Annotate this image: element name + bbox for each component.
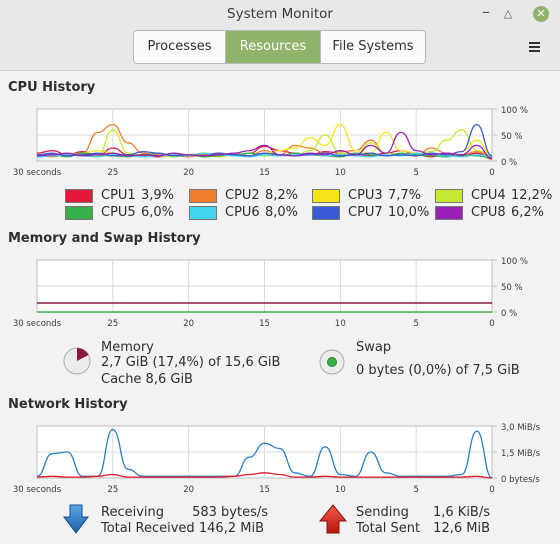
cpu-x-tick-label: 20 (183, 168, 194, 178)
tab-processes[interactable]: Processes (134, 31, 226, 63)
cpu-x-tick-label: 25 (107, 168, 118, 178)
receiving-label: Receiving (101, 505, 165, 520)
memory-y-tick-label: 100 % (501, 257, 528, 267)
cpu-legend-value-3: 7,7% (388, 188, 422, 203)
tab-file-systems[interactable]: File Systems (332, 39, 414, 54)
cpu-legend-value-2: 8,2% (265, 188, 299, 203)
total-sent-label: Total Sent (356, 521, 421, 536)
menu-icon[interactable] (524, 40, 544, 58)
cpu-legend-name-1: CPU1 (101, 188, 136, 203)
title-bar: System Monitor – △ ✕ (0, 0, 560, 28)
receiving-value: 583 bytes/s (192, 505, 268, 520)
network-y-tick-label: 1,5 MiB/s (501, 449, 541, 459)
network-history-graph: 3,0 MiB/s 1,5 MiB/s 0 bytes/s 30 seconds 25 2… (13, 423, 541, 495)
sending-arrow-icon[interactable] (318, 503, 348, 535)
cpu-legend-value-6: 8,0% (265, 205, 299, 220)
cpu-x-tick-label: 10 (335, 168, 346, 178)
header-bar: Processes Resources File Systems (0, 28, 560, 71)
memory-x-tick-label: 20 (183, 319, 194, 329)
memory-x-tick-label: 5 (413, 319, 418, 329)
cpu-color-swatch-7[interactable] (312, 206, 340, 220)
maximize-icon[interactable]: △ (503, 7, 513, 20)
cpu-color-swatch-1[interactable] (65, 189, 93, 203)
cpu-legend-value-1: 3,9% (141, 188, 175, 203)
cpu-y-tick-label: 100 % (501, 106, 528, 116)
memory-label: Memory (101, 340, 154, 355)
network-y-tick-label: 0 bytes/s (501, 475, 540, 485)
sending-value: 1,6 KiB/s (432, 505, 490, 520)
memory-y-tick-label: 0 % (501, 309, 517, 319)
memory-cache: Cache 8,6 GiB (101, 372, 193, 387)
network-x-tick-label: 30 seconds (13, 485, 62, 495)
view-switcher: Processes Resources File Systems (133, 30, 426, 64)
memory-x-tick-label: 25 (107, 319, 118, 329)
cpu-legend-name-2: CPU2 (225, 188, 260, 203)
cpu-legend-name-7: CPU7 (348, 205, 383, 220)
memory-pie-slice (77, 348, 89, 361)
network-x-tick-label: 20 (183, 485, 194, 495)
memory-pie-icon[interactable] (62, 346, 92, 376)
cpu-color-swatch-4[interactable] (435, 189, 463, 203)
swap-usage: 0 bytes (0,0%) of 7,5 GiB (356, 363, 520, 378)
memory-x-tick-label: 10 (335, 319, 346, 329)
network-series-sending (36, 472, 493, 479)
total-sent-value: 12,6 MiB (433, 521, 490, 536)
cpu-color-swatch-6[interactable] (189, 206, 217, 220)
cpu-legend-name-3: CPU3 (348, 188, 383, 203)
cpu-legend-value-5: 6,0% (141, 205, 175, 220)
sending-label: Sending (356, 505, 409, 520)
total-received-value: 146,2 MiB (198, 521, 264, 536)
tab-resources[interactable]: Resources (226, 31, 321, 63)
network-history-title: Network History (8, 397, 128, 412)
window-title: System Monitor (227, 6, 333, 22)
memory-x-tick-label: 30 seconds (13, 319, 62, 329)
cpu-legend-name-8: CPU8 (471, 205, 506, 220)
memory-x-tick-label: 0 (489, 319, 494, 329)
memory-x-tick-label: 15 (259, 319, 270, 329)
receiving-arrow-icon[interactable] (62, 503, 90, 535)
cpu-series-cpu7 (36, 123, 493, 157)
cpu-y-tick-label: 0 % (501, 158, 517, 168)
cpu-legend-name-4: CPU4 (471, 188, 506, 203)
memory-swap-history-title: Memory and Swap History (8, 231, 201, 246)
cpu-series-cpu8 (36, 131, 493, 159)
memory-y-tick-label: 50 % (501, 283, 523, 293)
cpu-x-tick-label: 30 seconds (13, 168, 62, 178)
network-x-tick-label: 0 (489, 485, 494, 495)
network-y-tick-label: 3,0 MiB/s (501, 423, 541, 433)
network-x-tick-label: 5 (413, 485, 418, 495)
cpu-legend-value-8: 6,2% (511, 205, 545, 220)
cpu-legend-name-6: CPU6 (225, 205, 260, 220)
close-icon[interactable]: ✕ (533, 6, 549, 22)
cpu-color-swatch-5[interactable] (65, 206, 93, 220)
network-x-tick-label: 25 (107, 485, 118, 495)
network-x-tick-label: 10 (335, 485, 346, 495)
cpu-color-swatch-8[interactable] (435, 206, 463, 220)
cpu-x-tick-label: 0 (489, 168, 494, 178)
memory-swap-history-graph: 100 % 50 % 0 % 30 seconds 25 20 15 10 5 0 (13, 257, 528, 329)
swap-pie-icon[interactable] (318, 348, 346, 376)
cpu-legend-value-4: 12,2% (511, 188, 553, 203)
cpu-y-tick-label: 50 % (501, 132, 523, 142)
network-x-tick-label: 15 (259, 485, 270, 495)
cpu-history-title: CPU History (8, 80, 96, 95)
cpu-x-tick-label: 5 (413, 168, 418, 178)
total-received-label: Total Received (101, 521, 195, 536)
cpu-color-swatch-3[interactable] (312, 189, 340, 203)
cpu-legend-name-5: CPU5 (101, 205, 136, 220)
cpu-legend-value-7: 10,0% (388, 205, 430, 220)
minimize-icon[interactable]: – (482, 2, 490, 21)
cpu-series-cpu6 (36, 152, 493, 158)
memory-usage: 2,7 GiB (17,4%) of 15,6 GiB (101, 355, 281, 370)
network-series-receiving (36, 428, 493, 479)
cpu-history-graph: 100 % 50 % 0 % 30 seconds 25 20 15 10 5 0 (13, 106, 528, 178)
swap-label: Swap (356, 340, 392, 355)
cpu-x-tick-label: 15 (259, 168, 270, 178)
cpu-color-swatch-2[interactable] (189, 189, 217, 203)
